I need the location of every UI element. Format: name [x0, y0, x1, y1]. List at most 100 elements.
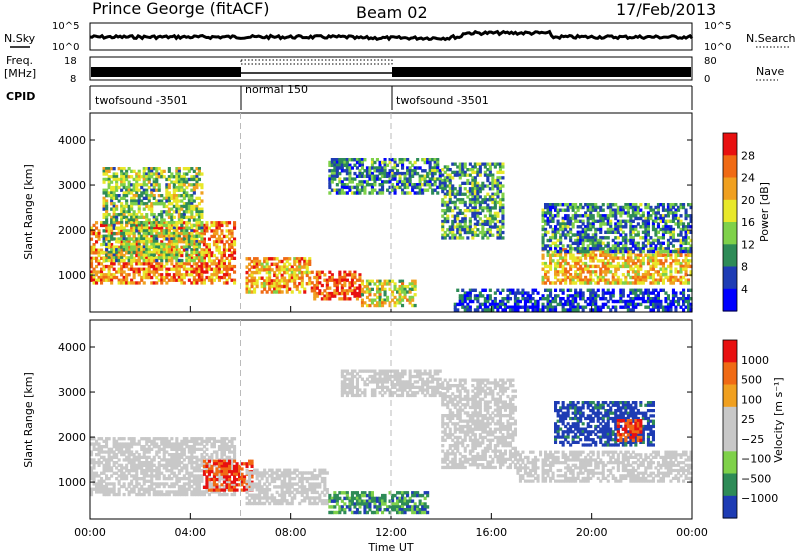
- power-echo-cell: [651, 222, 655, 226]
- power-echo-cell: [137, 245, 141, 249]
- power-echo-cell: [182, 183, 186, 187]
- power-echo-cell: [360, 185, 364, 190]
- power-echo-cell: [112, 231, 116, 236]
- power-echo-cell: [185, 250, 189, 255]
- power-echo-cell: [142, 202, 146, 206]
- power-echo-cell: [481, 222, 485, 226]
- power-echo-cell: [656, 253, 660, 257]
- power-echo-cell: [431, 171, 435, 176]
- power-echo-cell: [541, 297, 545, 301]
- power-echo-cell: [150, 237, 154, 241]
- vel-echo-cell: [135, 477, 139, 481]
- power-echo-cell: [566, 294, 570, 298]
- power-echo-cell: [142, 226, 146, 230]
- power-echo-cell: [102, 273, 106, 277]
- power-echo-cell: [493, 302, 497, 307]
- power-echo-cell: [544, 230, 548, 234]
- power-echo-cell: [170, 248, 174, 252]
- power-echo-cell: [621, 294, 625, 298]
- power-echo-cell: [350, 278, 354, 282]
- vel-echo-cell: [142, 445, 146, 449]
- vel-echo-cell: [107, 437, 111, 441]
- power-echo-cell: [646, 299, 650, 304]
- power-echo-cell: [363, 188, 367, 192]
- power-echo-cell: [468, 219, 472, 224]
- power-echo-cell: [413, 191, 417, 195]
- power-echo-cell: [383, 174, 387, 178]
- power-echo-cell: [230, 229, 234, 233]
- power-echo-cell: [498, 302, 502, 307]
- vel-echo-cell: [135, 466, 139, 470]
- power-echo-cell: [155, 188, 159, 192]
- power-echo-cell: [363, 158, 367, 162]
- power-echo-cell: [335, 169, 339, 173]
- power-echo-cell: [115, 215, 119, 219]
- power-echo-cell: [150, 175, 154, 179]
- power-echo-cell: [554, 249, 558, 254]
- power-echo-cell: [478, 230, 482, 235]
- vel-echo-cell: [110, 469, 114, 473]
- vel-echo-cell: [130, 474, 134, 478]
- power-echo-cell: [207, 248, 211, 252]
- power-echo-cell: [160, 175, 164, 179]
- vel-echo-cell: [127, 453, 131, 457]
- power-echo-cell: [624, 247, 628, 251]
- power-echo-cell: [611, 275, 615, 280]
- power-echo-cell: [471, 189, 475, 194]
- power-echo-cell: [448, 187, 452, 191]
- power-echo-cell: [167, 242, 171, 246]
- power-echo-cell: [501, 302, 505, 307]
- power-echo-cell: [634, 247, 638, 251]
- power-echo-cell: [137, 199, 141, 203]
- power-echo-cell: [195, 242, 199, 246]
- power-echo-cell: [185, 180, 189, 184]
- power-echo-cell: [150, 229, 154, 233]
- power-echo-cell: [152, 237, 156, 241]
- power-echo-cell: [561, 222, 565, 226]
- power-echo-cell: [636, 259, 640, 263]
- power-echo-cell: [488, 206, 492, 210]
- power-echo-cell: [135, 175, 139, 179]
- power-echo-cell: [110, 194, 114, 198]
- power-echo-cell: [544, 288, 548, 292]
- power-echo-cell: [669, 264, 673, 269]
- power-echo-cell: [423, 160, 427, 165]
- power-echo-cell: [147, 175, 151, 179]
- power-echo-cell: [646, 211, 650, 215]
- power-echo-cell: [611, 294, 615, 298]
- power-echo-cell: [142, 258, 146, 263]
- power-echo-cell: [107, 242, 111, 246]
- power-echo-cell: [365, 295, 369, 300]
- power-echo-cell: [463, 173, 467, 177]
- power-echo-cell: [132, 196, 136, 200]
- power-echo-cell: [413, 185, 417, 190]
- power-echo-cell: [268, 257, 272, 261]
- power-echo-cell: [579, 281, 583, 285]
- power-echo-cell: [671, 294, 675, 298]
- power-echo-cell: [433, 177, 437, 181]
- power-echo-cell: [253, 257, 257, 261]
- power-echo-cell: [147, 262, 151, 266]
- power-echo-cell: [634, 261, 638, 266]
- power-echo-cell: [130, 204, 134, 209]
- vel-echo-cell: [145, 463, 149, 467]
- power-echo-cell: [441, 214, 445, 218]
- power-echo-cell: [325, 278, 329, 282]
- power-echo-cell: [611, 256, 615, 260]
- power-echo-cell: [616, 241, 620, 245]
- power-echo-cell: [401, 180, 405, 184]
- power-echo-cell: [333, 160, 337, 165]
- power-echo-cell: [646, 259, 650, 263]
- power-echo-cell: [190, 177, 194, 182]
- power-echo-cell: [340, 166, 344, 170]
- power-echo-cell: [393, 174, 397, 178]
- power-echo-cell: [152, 229, 156, 233]
- power-echo-cell: [471, 198, 475, 202]
- power-echo-cell: [120, 273, 124, 277]
- power-echo-cell: [162, 221, 166, 225]
- power-echo-cell: [581, 294, 585, 298]
- power-echo-cell: [210, 234, 214, 239]
- power-echo-cell: [187, 202, 191, 206]
- power-echo-cell: [684, 236, 688, 240]
- power-echo-cell: [413, 160, 417, 165]
